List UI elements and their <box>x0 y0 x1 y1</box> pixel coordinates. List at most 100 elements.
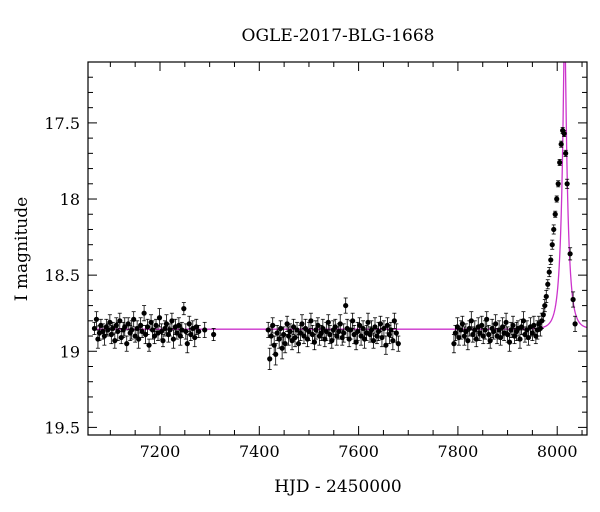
data-point <box>279 337 285 360</box>
point-marker <box>129 327 135 333</box>
point-marker <box>139 328 145 335</box>
data-point <box>196 324 202 338</box>
point-marker <box>520 318 527 324</box>
point-marker <box>459 321 465 327</box>
point-marker <box>112 338 118 344</box>
data-point <box>551 224 557 235</box>
point-marker <box>282 341 288 347</box>
data-point <box>542 299 548 313</box>
point-marker <box>517 336 523 342</box>
data-point <box>343 297 349 314</box>
data-point <box>543 289 549 303</box>
point-marker <box>540 312 546 318</box>
point-marker <box>265 327 271 333</box>
data-point <box>561 130 567 138</box>
data-point <box>144 318 151 335</box>
point-marker <box>395 341 401 347</box>
data-point <box>548 254 554 265</box>
point-marker <box>158 328 165 335</box>
data-point <box>503 312 509 332</box>
point-marker <box>561 130 567 137</box>
point-marker <box>179 327 185 333</box>
point-marker <box>144 324 151 330</box>
point-marker <box>570 296 576 303</box>
point-marker <box>267 356 273 362</box>
data-point <box>115 321 121 342</box>
point-marker <box>567 251 573 257</box>
data-point <box>273 343 279 366</box>
data-point <box>459 315 465 332</box>
y-tick-label: 19.5 <box>44 418 80 437</box>
data-point <box>110 321 116 335</box>
data-point <box>390 331 396 351</box>
point-marker <box>341 330 347 336</box>
point-marker <box>493 321 499 327</box>
point-marker <box>299 321 305 327</box>
data-point <box>170 329 177 349</box>
data-point <box>567 247 573 261</box>
data-point <box>545 279 551 290</box>
point-marker <box>163 321 170 327</box>
data-point <box>493 314 499 334</box>
point-marker <box>451 341 457 347</box>
point-marker <box>141 310 147 316</box>
point-marker <box>107 319 113 325</box>
point-marker <box>465 338 471 344</box>
data-point <box>163 314 170 334</box>
point-marker <box>365 319 371 325</box>
data-point <box>487 332 493 349</box>
point-marker <box>542 302 548 309</box>
point-marker <box>308 318 314 324</box>
point-marker <box>306 328 312 335</box>
point-marker <box>546 269 552 275</box>
point-marker <box>393 330 399 336</box>
point-marker <box>136 336 142 342</box>
point-marker <box>186 321 192 327</box>
point-marker <box>522 331 528 338</box>
data-points-layer <box>91 127 578 370</box>
point-marker <box>350 318 356 324</box>
axis-ticks: 7200 7400 7600 7800 8000 17.5 18 18.5 19 19.5 <box>44 61 587 461</box>
data-point <box>557 159 563 166</box>
data-point <box>181 302 187 316</box>
point-marker <box>192 334 198 341</box>
data-point <box>282 334 288 354</box>
data-point <box>284 315 290 332</box>
data-point <box>131 311 137 328</box>
point-marker <box>117 318 123 324</box>
point-marker <box>506 339 513 345</box>
data-point <box>117 312 123 329</box>
point-marker <box>531 322 537 328</box>
point-marker <box>511 333 518 339</box>
data-point <box>299 314 305 334</box>
point-marker <box>156 315 163 321</box>
point-marker <box>508 327 514 333</box>
data-point <box>563 149 569 157</box>
data-point <box>498 329 504 346</box>
data-point <box>101 326 107 346</box>
point-marker <box>563 150 569 156</box>
x-tick-label: 7200 <box>140 442 181 461</box>
point-marker <box>274 330 280 336</box>
data-point <box>555 180 561 188</box>
point-marker <box>543 293 549 300</box>
data-point <box>211 328 217 342</box>
point-marker <box>377 321 384 327</box>
data-point <box>311 334 318 351</box>
point-marker <box>202 327 208 333</box>
data-point <box>186 315 192 332</box>
y-tick-label: 17.5 <box>44 114 80 133</box>
point-marker <box>334 333 340 339</box>
point-marker <box>170 336 177 342</box>
point-marker <box>294 327 300 333</box>
point-marker <box>160 338 166 344</box>
point-marker <box>325 319 331 325</box>
point-marker <box>557 159 563 166</box>
point-marker <box>480 333 486 339</box>
data-point <box>202 321 208 338</box>
data-point <box>572 315 578 332</box>
point-marker <box>284 321 290 327</box>
point-marker <box>320 325 326 332</box>
model-curve-layer <box>92 62 587 330</box>
data-point <box>484 311 490 328</box>
